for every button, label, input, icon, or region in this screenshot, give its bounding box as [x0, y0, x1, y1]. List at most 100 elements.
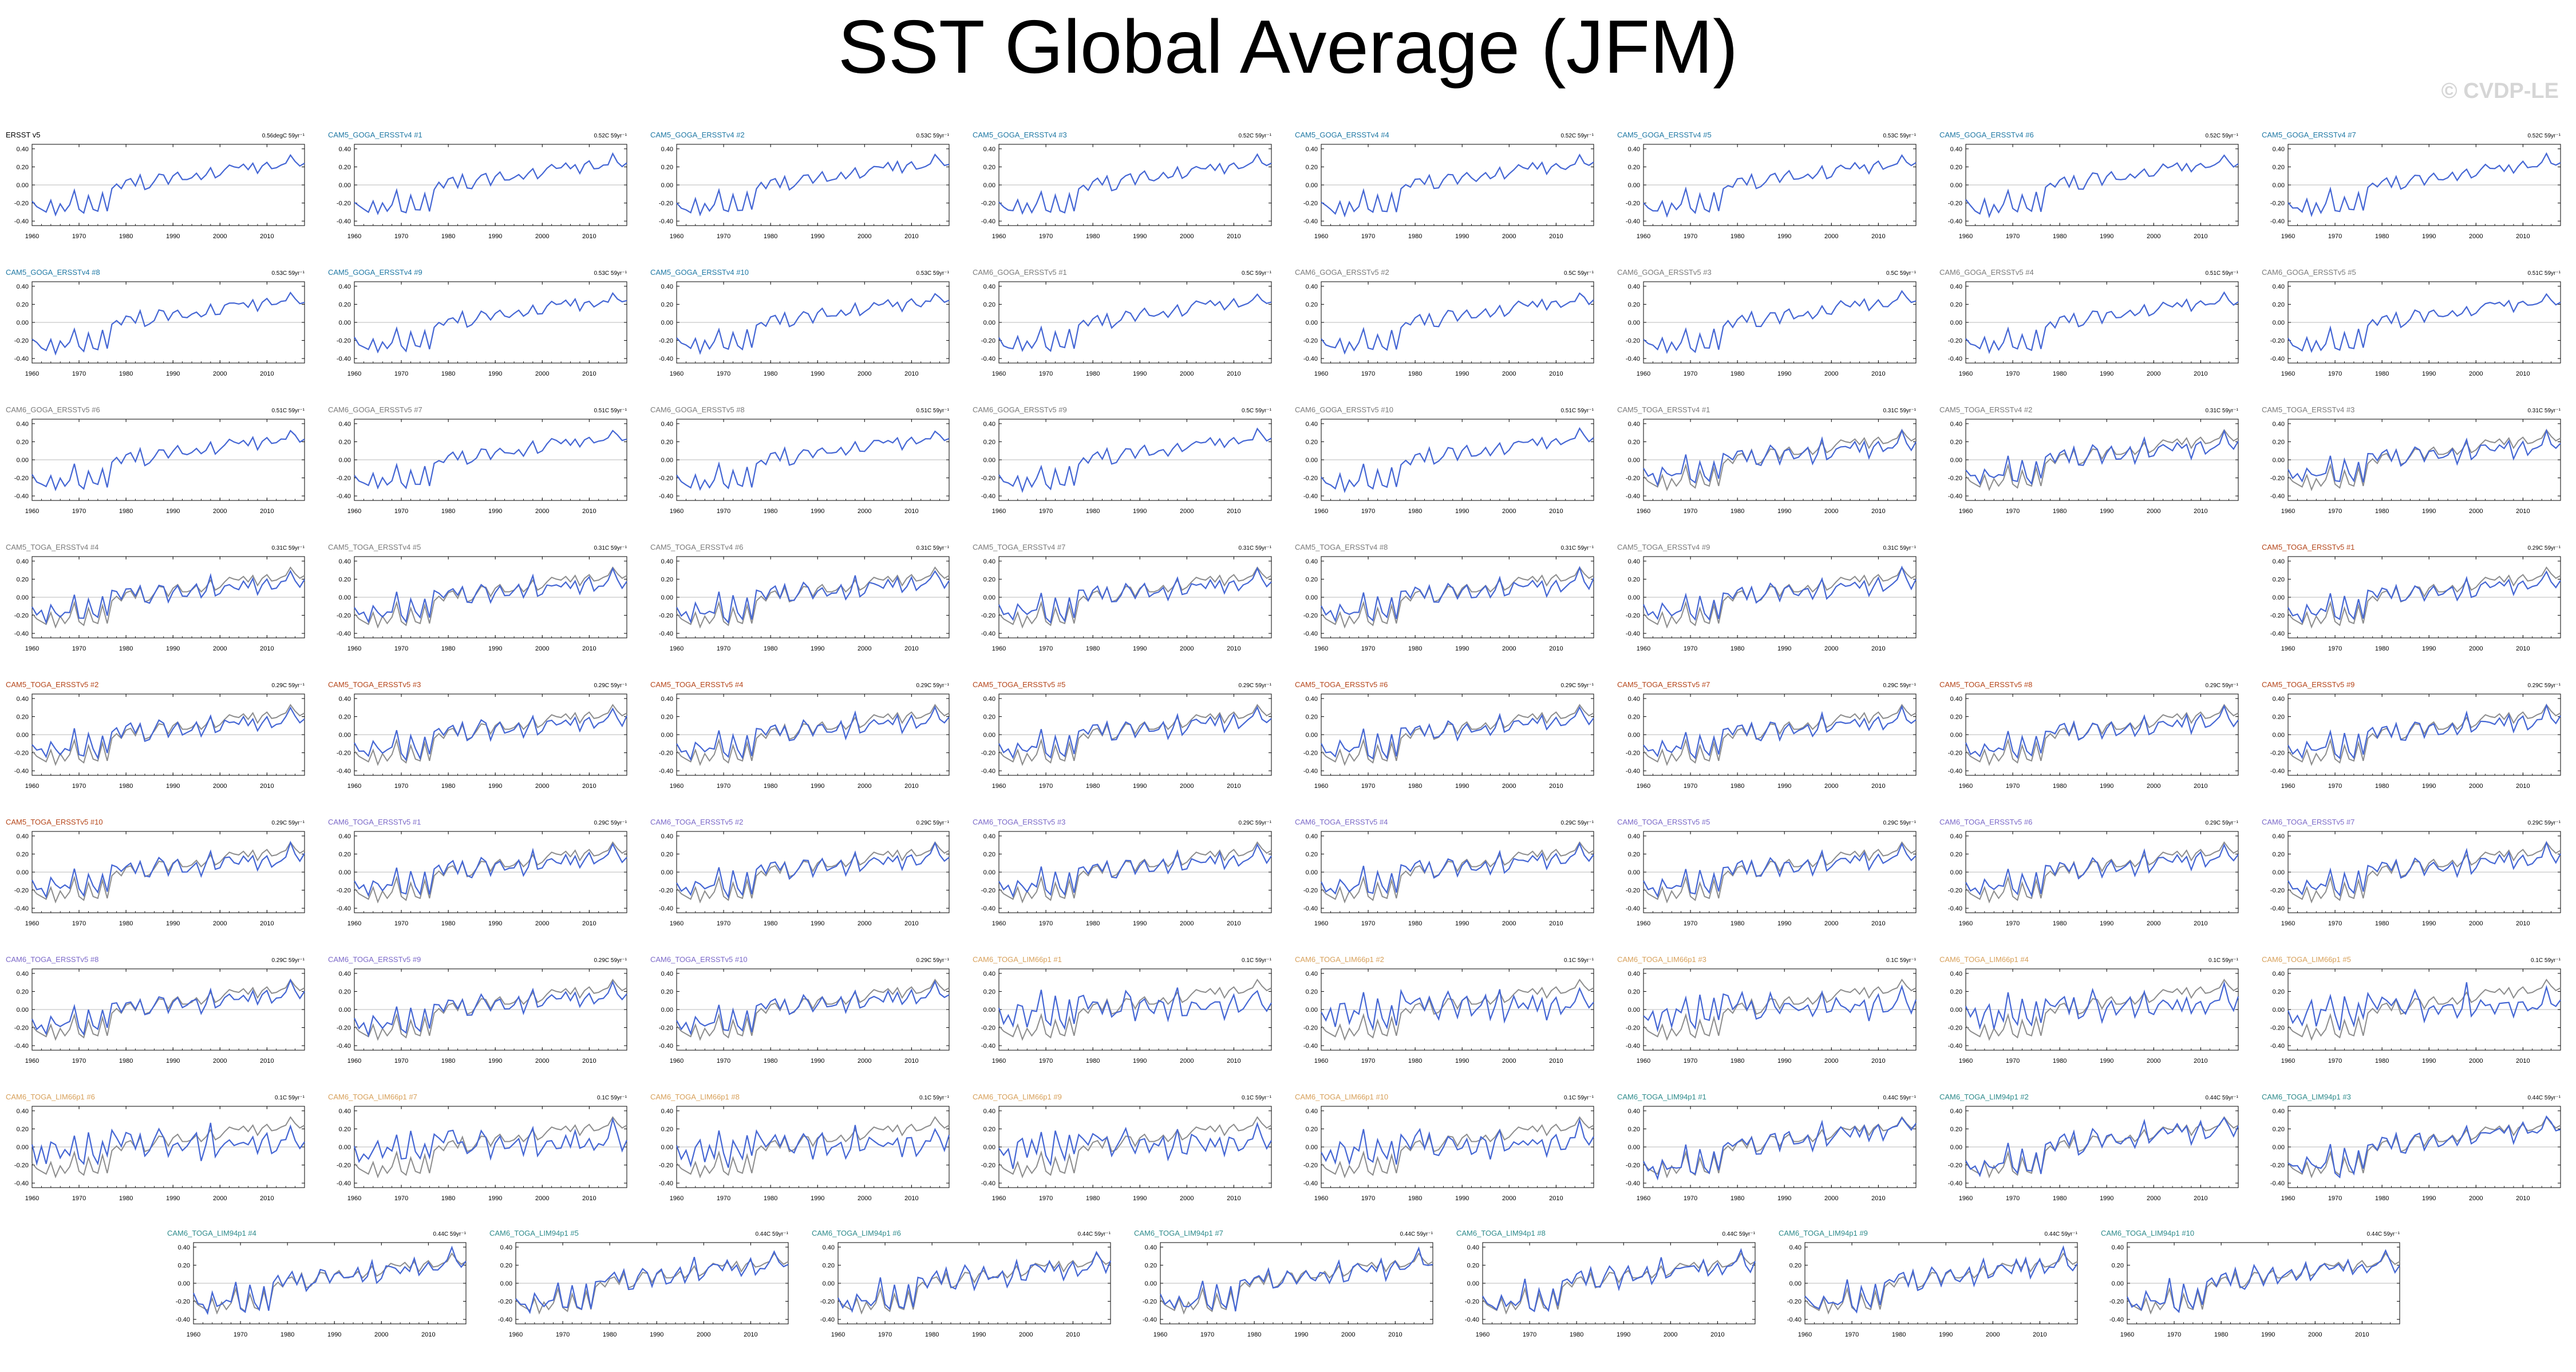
x-tick-label: 2000	[1341, 1331, 1355, 1338]
simulated-series-line	[1642, 565, 1917, 621]
panel: CAM6_GOGA_ERSSTv5 #1 0.5C 59yr⁻¹ 0.40 0.20 0…	[973, 268, 1272, 377]
x-tick-label: 1990	[2422, 1058, 2436, 1065]
y-tick-label: 0.40	[823, 1244, 835, 1251]
x-tick-label: 1960	[670, 370, 683, 377]
x-tick-label: 1960	[1959, 783, 1973, 790]
panel: CAM5_GOGA_ERSSTv4 #3 0.52C 59yr⁻¹ 0.40 0.20…	[973, 131, 1272, 240]
x-tick-label: 2000	[858, 920, 871, 927]
simulated-series-line	[837, 1251, 1112, 1313]
panel-title: CAM6_TOGA_ERSSTv5 #9	[328, 955, 421, 964]
x-tick-label: 1990	[2100, 1058, 2113, 1065]
y-tick-label: -0.40	[659, 493, 673, 500]
y-tick-label: 0.00	[661, 1144, 673, 1151]
panel-title: CAM5_TOGA_ERSSTv5 #1	[2262, 543, 2354, 551]
x-tick-label: 1980	[1730, 783, 1744, 790]
y-tick-label: 0.20	[2273, 988, 2285, 995]
x-tick-label: 1960	[1959, 233, 1973, 240]
x-tick-label: 2000	[2469, 783, 2483, 790]
panel-trend-label: 0.51C 59yr⁻¹	[594, 408, 627, 414]
panel-trend-label: 0.52C 59yr⁻¹	[2205, 133, 2238, 139]
panel-title: CAM6_GOGA_ERSSTv5 #5	[2262, 268, 2356, 277]
x-tick-label: 2000	[2147, 920, 2160, 927]
panel: CAM6_TOGA_ERSSTv5 #2 0.29C 59yr⁻¹ 0.40 0.20…	[650, 818, 950, 927]
x-tick-label: 1970	[1039, 233, 1053, 240]
y-tick-label: -0.20	[2270, 338, 2285, 345]
x-tick-label: 1970	[2006, 508, 2020, 515]
x-tick-label: 2010	[1227, 1195, 1240, 1202]
y-tick-label: 0.40	[1950, 283, 1962, 290]
x-tick-label: 1960	[2281, 233, 2295, 240]
x-tick-label: 1980	[119, 233, 133, 240]
panel: CAM5_GOGA_ERSSTv4 #6 0.52C 59yr⁻¹ 0.40 0.20…	[1939, 131, 2239, 240]
x-tick-label: 1980	[441, 1058, 455, 1065]
panel-title: CAM5_GOGA_ERSSTv4 #2	[650, 131, 745, 139]
x-tick-label: 1970	[878, 1331, 892, 1338]
y-tick-label: 0.20	[1145, 1262, 1157, 1269]
y-tick-label: -0.20	[337, 1025, 351, 1032]
y-tick-label: 0.20	[1467, 1262, 1479, 1269]
x-tick-label: 1970	[1361, 783, 1375, 790]
panel: CAM5_TOGA_ERSSTv5 #8 0.29C 59yr⁻¹ 0.40 0.20…	[1939, 680, 2239, 790]
x-tick-label: 1980	[764, 508, 777, 515]
observed-series-line	[31, 841, 305, 904]
panel: CAM5_GOGA_ERSSTv4 #1 0.52C 59yr⁻¹ 0.40 0.20…	[328, 131, 627, 240]
panel-title: CAM5_TOGA_ERSSTv4 #6	[650, 543, 743, 551]
y-tick-label: -0.40	[981, 768, 995, 775]
y-tick-label: -0.20	[337, 888, 351, 894]
y-tick-label: -0.40	[14, 630, 29, 637]
x-tick-label: 1970	[717, 1058, 730, 1065]
x-tick-label: 1960	[25, 645, 39, 652]
x-tick-label: 1990	[1133, 1058, 1147, 1065]
x-tick-label: 1960	[1637, 1058, 1650, 1065]
x-tick-label: 2000	[535, 920, 549, 927]
x-tick-label: 2010	[2516, 370, 2530, 377]
x-tick-label: 1960	[1637, 508, 1650, 515]
panel: CAM6_TOGA_LIM94p1 #4 0.44C 59yr⁻¹ 0.40 0.20…	[167, 1229, 467, 1338]
x-tick-label: 1980	[2375, 920, 2389, 927]
x-tick-label: 1970	[72, 233, 86, 240]
y-tick-label: -0.40	[1948, 218, 1962, 225]
simulated-series-line	[2287, 293, 2561, 353]
x-tick-label: 2000	[213, 645, 227, 652]
x-tick-label: 1990	[488, 645, 502, 652]
x-tick-label: 2010	[2194, 233, 2207, 240]
y-tick-label: -0.40	[1303, 218, 1318, 225]
y-tick-label: 0.20	[983, 576, 995, 583]
y-tick-label: 0.20	[1628, 164, 1640, 171]
panel: CAM6_TOGA_ERSSTv5 #10 0.29C 59yr⁻¹ 0.40 0.2…	[650, 955, 950, 1065]
y-tick-label: -0.40	[659, 630, 673, 637]
x-tick-label: 1970	[2328, 783, 2342, 790]
y-tick-label: 0.40	[1467, 1244, 1479, 1251]
y-tick-label: -0.20	[337, 613, 351, 620]
y-tick-label: 0.20	[2273, 301, 2285, 308]
panel-trend-label: 0.1C 59yr⁻¹	[2531, 957, 2561, 964]
x-tick-label: 1970	[1361, 370, 1375, 377]
x-tick-label: 1990	[2100, 233, 2113, 240]
x-tick-label: 2010	[904, 508, 918, 515]
panel-title: CAM5_GOGA_ERSSTv4 #8	[6, 268, 100, 277]
y-tick-label: 0.40	[1306, 558, 1318, 565]
y-tick-label: -0.40	[498, 1316, 512, 1323]
panel: CAM6_TOGA_LIM66p1 #1 0.1C 59yr⁻¹ 0.40 0.20 0…	[973, 955, 1272, 1065]
x-tick-label: 1980	[2053, 508, 2067, 515]
simulated-series-line	[2287, 1115, 2561, 1179]
y-tick-label: 0.00	[178, 1280, 190, 1287]
simulated-series-line	[998, 843, 1272, 898]
y-tick-label: -0.40	[2270, 1180, 2285, 1187]
x-tick-label: 2000	[1180, 508, 1194, 515]
y-tick-label: 0.40	[1628, 558, 1640, 565]
x-tick-label: 1980	[2375, 1195, 2389, 1202]
x-tick-label: 2000	[2147, 233, 2160, 240]
panel-trend-label: 0.44C 59yr⁻¹	[1722, 1231, 1755, 1237]
x-tick-label: 1960	[2281, 645, 2295, 652]
y-tick-label: 0.20	[500, 1262, 512, 1269]
x-tick-label: 1970	[717, 920, 730, 927]
x-tick-label: 1960	[670, 1195, 683, 1202]
y-tick-label: -0.40	[659, 768, 673, 775]
x-tick-label: 1990	[1777, 783, 1791, 790]
x-tick-label: 1960	[25, 508, 39, 515]
x-tick-label: 1970	[1039, 920, 1053, 927]
panel: CAM6_TOGA_ERSSTv5 #6 0.29C 59yr⁻¹ 0.40 0.20…	[1939, 818, 2239, 927]
x-tick-label: 1960	[347, 645, 361, 652]
x-tick-label: 1980	[119, 645, 133, 652]
